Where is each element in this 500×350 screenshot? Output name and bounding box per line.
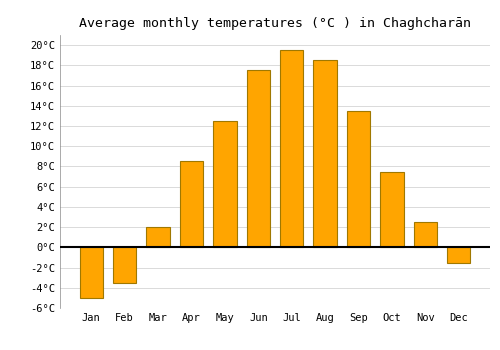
Bar — [213, 121, 236, 247]
Bar — [447, 247, 470, 262]
Bar — [380, 172, 404, 247]
Bar — [80, 247, 103, 298]
Bar — [113, 247, 136, 283]
Bar — [246, 70, 270, 247]
Bar — [414, 222, 437, 247]
Bar — [280, 50, 303, 247]
Bar — [314, 60, 337, 247]
Bar — [146, 227, 170, 247]
Bar — [180, 161, 203, 247]
Bar — [347, 111, 370, 247]
Title: Average monthly temperatures (°C ) in Chaghcharān: Average monthly temperatures (°C ) in Ch… — [79, 17, 471, 30]
